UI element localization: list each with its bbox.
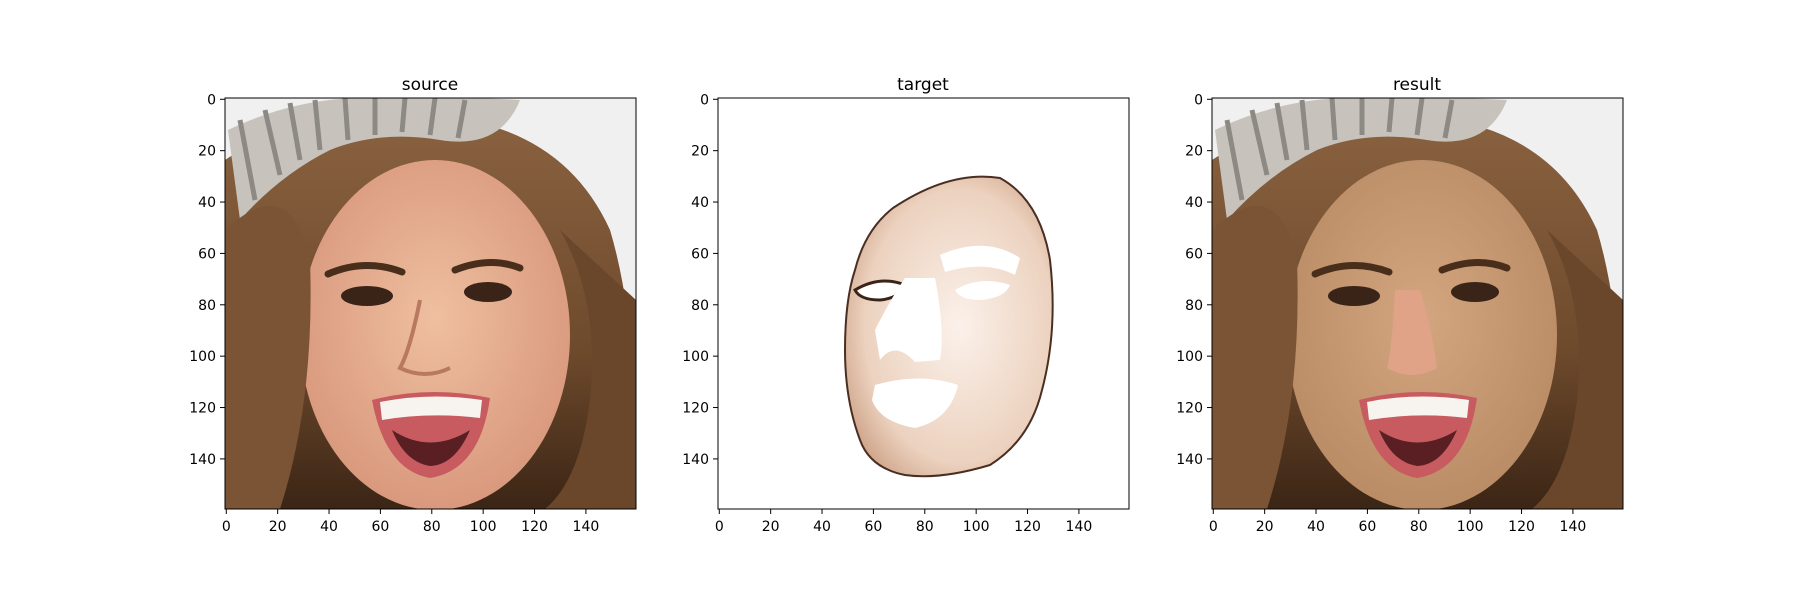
axes-frame-target <box>717 97 1130 510</box>
mouth-shape <box>1359 391 1477 478</box>
y-tick-label: 20 <box>198 144 216 160</box>
y-tick-label: 0 <box>207 92 216 108</box>
nose-shape <box>1387 290 1437 375</box>
axes-frame-source <box>224 97 637 510</box>
x-tick-label: 100 <box>1457 519 1484 535</box>
x-tick-label: 80 <box>916 519 934 535</box>
eyebrow-shapes <box>324 258 524 278</box>
y-tick-label: 120 <box>1176 401 1203 417</box>
target-mouth-cutout <box>872 378 958 428</box>
hair-side-left <box>1212 206 1298 509</box>
y-tick-label: 60 <box>1185 246 1203 262</box>
x-tick-label: 140 <box>1066 519 1093 535</box>
x-tick-label: 140 <box>1560 519 1587 535</box>
y-tick-label: 60 <box>198 246 216 262</box>
x-tick-label: 40 <box>813 519 831 535</box>
panel-source: source <box>189 75 637 535</box>
eye-shapes <box>341 282 512 306</box>
panel-title-result: result <box>1393 75 1441 95</box>
hair-side-left <box>225 206 311 509</box>
y-tick-label: 140 <box>1176 452 1203 468</box>
y-tick-label: 20 <box>1185 144 1203 160</box>
hair-side-right <box>1532 230 1623 509</box>
axes-frame-result <box>1211 97 1624 510</box>
panel-result: result <box>1176 75 1624 535</box>
x-tick-label: 60 <box>864 519 882 535</box>
y-tick-label: 100 <box>189 349 216 365</box>
x-tick-label: 80 <box>1410 519 1428 535</box>
y-tick-label: 80 <box>198 298 216 314</box>
result-image <box>1212 98 1623 509</box>
y-tick-label: 40 <box>1185 195 1203 211</box>
crown-shape <box>1215 98 1507 220</box>
x-tick-label: 0 <box>1209 519 1218 535</box>
panel-target: target 0 20 40 60 80 100 120 140 0 20 40 60 80 100 120… <box>682 75 1130 535</box>
x-tick-label: 60 <box>1358 519 1376 535</box>
x-tick-label: 80 <box>423 519 441 535</box>
x-tick-label: 100 <box>963 519 990 535</box>
y-tick-label: 100 <box>1176 349 1203 365</box>
y-tick-label: 100 <box>682 349 709 365</box>
crown-shape <box>228 98 520 220</box>
y-tick-label: 120 <box>189 401 216 417</box>
x-tick-label: 0 <box>715 519 724 535</box>
nose-shape <box>397 299 451 376</box>
y-tick-label: 0 <box>700 92 709 108</box>
y-tick-label: 120 <box>682 401 709 417</box>
ticks-target: 0 20 40 60 80 100 120 140 0 20 40 60 80 100 120 140 <box>682 92 1092 535</box>
x-tick-label: 40 <box>320 519 338 535</box>
y-tick-label: 20 <box>691 144 709 160</box>
face-shape <box>300 160 570 509</box>
y-tick-label: 0 <box>1194 92 1203 108</box>
x-tick-label: 140 <box>573 519 600 535</box>
target-image <box>718 98 1129 509</box>
x-tick-label: 120 <box>1508 519 1535 535</box>
eye-shapes <box>1328 282 1499 306</box>
y-tick-label: 80 <box>1185 298 1203 314</box>
y-tick-label: 60 <box>691 246 709 262</box>
hair-side-right <box>545 230 636 509</box>
y-tick-label: 80 <box>691 298 709 314</box>
ticks-result: 0 20 40 60 80 100 120 140 0 20 40 60 80 100 120 140 <box>1176 92 1586 535</box>
y-tick-label: 140 <box>682 452 709 468</box>
y-tick-label: 40 <box>691 195 709 211</box>
eyebrow-shapes <box>1311 258 1511 278</box>
x-tick-label: 60 <box>371 519 389 535</box>
x-tick-label: 40 <box>1307 519 1325 535</box>
x-tick-label: 120 <box>521 519 548 535</box>
ticks-source: 0 20 40 60 80 100 120 140 0 20 40 60 80 100 120 140 <box>189 92 599 535</box>
x-tick-label: 20 <box>762 519 780 535</box>
x-tick-label: 20 <box>269 519 287 535</box>
source-image <box>225 98 636 509</box>
x-tick-label: 100 <box>470 519 497 535</box>
target-eyebrow-cutout <box>940 245 1020 275</box>
x-tick-label: 120 <box>1014 519 1041 535</box>
x-tick-label: 0 <box>222 519 231 535</box>
target-nose-cutout <box>875 278 942 362</box>
mouth-shape <box>372 391 490 478</box>
target-eye-cutout-right <box>955 281 1010 300</box>
panel-title-target: target <box>897 75 949 95</box>
y-tick-label: 40 <box>198 195 216 211</box>
panel-title-source: source <box>402 75 458 95</box>
y-tick-label: 140 <box>189 452 216 468</box>
x-tick-label: 20 <box>1256 519 1274 535</box>
